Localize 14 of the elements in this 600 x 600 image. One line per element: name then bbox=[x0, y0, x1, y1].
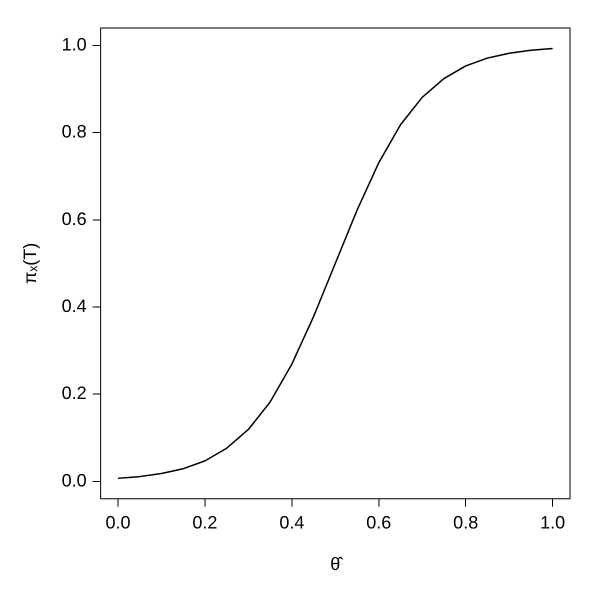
x-tick-label: 0.2 bbox=[192, 512, 218, 533]
y-tick-label: 0.2 bbox=[62, 383, 87, 404]
y-axis-title: πₓ(T) bbox=[20, 242, 40, 284]
y-tick-label: 0.0 bbox=[62, 470, 87, 490]
y-tick-label: 1.0 bbox=[62, 34, 87, 54]
y-tick-label: 0.4 bbox=[62, 296, 87, 316]
x-tick-label: 0.8 bbox=[453, 512, 478, 533]
y-tick-label: 0.8 bbox=[62, 122, 87, 142]
x-tick-label: 1.0 bbox=[540, 512, 566, 533]
y-tick-label: 0.6 bbox=[62, 208, 87, 229]
x-tick-label: 0.0 bbox=[105, 512, 131, 533]
x-tick-label: 0.6 bbox=[366, 512, 392, 533]
x-tick-label: 0.4 bbox=[279, 512, 304, 533]
x-axis-title: θ̂ bbox=[330, 554, 344, 574]
